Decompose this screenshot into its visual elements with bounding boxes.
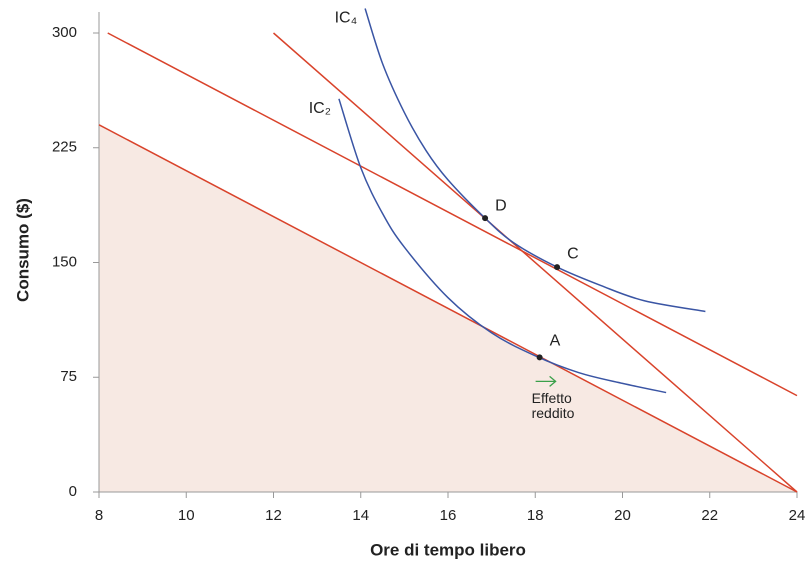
indifference-curve — [364, 8, 706, 313]
point-label: A — [550, 333, 561, 350]
indifference-curve — [338, 98, 667, 394]
x-tick-label: 14 — [352, 507, 369, 524]
point-label: C — [567, 245, 579, 262]
budget-line — [273, 32, 798, 493]
arrow-head — [549, 375, 557, 387]
x-tick-label: 20 — [614, 507, 631, 524]
y-tick-label: 300 — [52, 24, 77, 41]
point — [482, 215, 489, 222]
x-tick-label: 8 — [95, 507, 103, 524]
x-tick-label: 10 — [178, 507, 195, 524]
annotation: reddito — [532, 405, 575, 421]
x-tick-label: 16 — [440, 507, 457, 524]
y-tick-label: 75 — [60, 368, 77, 385]
y-axis-label: Consumo ($) — [13, 198, 32, 302]
x-tick-label: 12 — [265, 507, 282, 524]
point-label: D — [495, 197, 507, 214]
point — [554, 264, 561, 271]
x-tick-label: 22 — [701, 507, 718, 524]
curve-label: IC₄ — [335, 10, 358, 27]
x-tick-label: 18 — [527, 507, 544, 524]
curve-label: IC₂ — [309, 100, 331, 117]
x-tick-label: 24 — [789, 507, 806, 524]
budget-line — [98, 124, 798, 493]
y-tick-label: 0 — [69, 483, 77, 500]
y-tick-label: 225 — [52, 139, 77, 156]
point — [536, 354, 543, 361]
x-axis-label: Ore di tempo libero — [370, 540, 526, 559]
budget-line — [107, 32, 798, 397]
annotation: Effetto — [532, 390, 572, 406]
y-tick-label: 150 — [52, 253, 77, 270]
